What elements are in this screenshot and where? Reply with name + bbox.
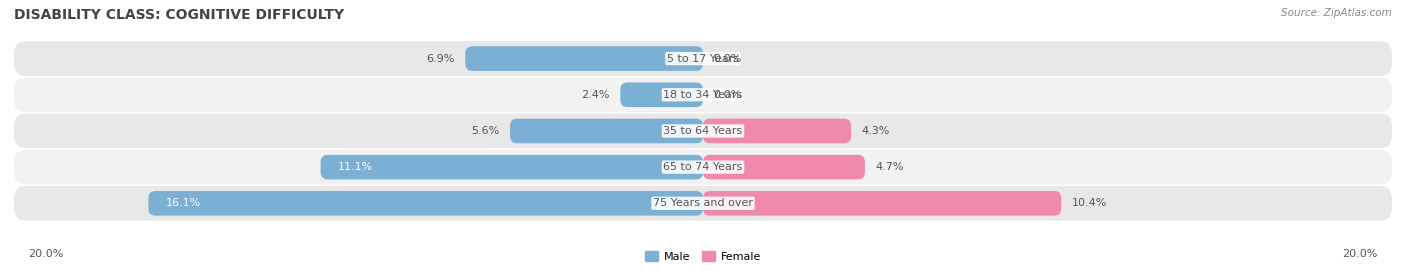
Text: Source: ZipAtlas.com: Source: ZipAtlas.com xyxy=(1281,8,1392,18)
FancyBboxPatch shape xyxy=(14,77,1392,112)
FancyBboxPatch shape xyxy=(465,46,703,71)
Text: 16.1%: 16.1% xyxy=(166,198,201,208)
Text: DISABILITY CLASS: COGNITIVE DIFFICULTY: DISABILITY CLASS: COGNITIVE DIFFICULTY xyxy=(14,8,344,22)
Text: 5 to 17 Years: 5 to 17 Years xyxy=(666,53,740,64)
Text: 75 Years and over: 75 Years and over xyxy=(652,198,754,208)
FancyBboxPatch shape xyxy=(620,82,703,107)
Text: 11.1%: 11.1% xyxy=(337,162,373,172)
FancyBboxPatch shape xyxy=(703,155,865,180)
Text: 35 to 64 Years: 35 to 64 Years xyxy=(664,126,742,136)
FancyBboxPatch shape xyxy=(14,114,1392,148)
Text: 0.0%: 0.0% xyxy=(713,53,741,64)
Text: 4.3%: 4.3% xyxy=(862,126,890,136)
FancyBboxPatch shape xyxy=(14,150,1392,184)
Text: 10.4%: 10.4% xyxy=(1071,198,1107,208)
Text: 2.4%: 2.4% xyxy=(582,90,610,100)
Text: 65 to 74 Years: 65 to 74 Years xyxy=(664,162,742,172)
FancyBboxPatch shape xyxy=(321,155,703,180)
Text: 5.6%: 5.6% xyxy=(471,126,499,136)
FancyBboxPatch shape xyxy=(14,186,1392,221)
FancyBboxPatch shape xyxy=(510,119,703,143)
Legend: Male, Female: Male, Female xyxy=(641,247,765,266)
Text: 4.7%: 4.7% xyxy=(875,162,904,172)
Text: 20.0%: 20.0% xyxy=(1343,249,1378,259)
FancyBboxPatch shape xyxy=(149,191,703,216)
Text: 20.0%: 20.0% xyxy=(28,249,63,259)
FancyBboxPatch shape xyxy=(703,119,851,143)
FancyBboxPatch shape xyxy=(14,41,1392,76)
Text: 6.9%: 6.9% xyxy=(426,53,456,64)
FancyBboxPatch shape xyxy=(703,191,1062,216)
Text: 0.0%: 0.0% xyxy=(713,90,741,100)
Text: 18 to 34 Years: 18 to 34 Years xyxy=(664,90,742,100)
